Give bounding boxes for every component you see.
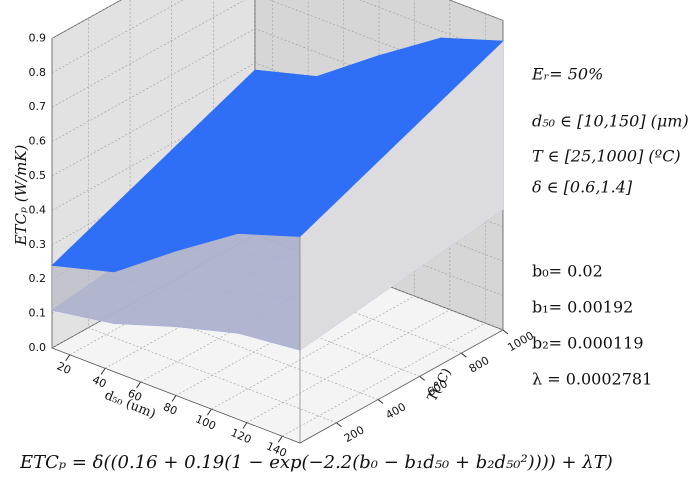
grid-line bbox=[51, 0, 504, 39]
front-curtain bbox=[114, 251, 176, 327]
x-tick-label: 120 bbox=[229, 426, 253, 446]
x-tick-label: 40 bbox=[90, 373, 108, 391]
x-tick bbox=[277, 435, 283, 443]
x-tick bbox=[100, 368, 106, 375]
z-tick-label: 0.4 bbox=[29, 203, 47, 216]
surface-cell bbox=[237, 184, 352, 237]
grid-line bbox=[211, 0, 415, 410]
z-tick-label: 0.6 bbox=[29, 135, 47, 148]
y-tick-label: 200 bbox=[342, 423, 367, 445]
z-tick-label: 0.9 bbox=[29, 31, 47, 44]
x-tick bbox=[136, 381, 141, 389]
z-tick-label: 0.1 bbox=[29, 307, 47, 320]
front-curtain bbox=[238, 233, 300, 351]
y-tick-label: 800 bbox=[467, 354, 492, 376]
z-tick-label: 0.8 bbox=[29, 66, 47, 79]
grid-line bbox=[88, 18, 337, 423]
annotation: b₁= 0.00192 bbox=[532, 298, 633, 317]
annotation: b₀= 0.02 bbox=[532, 262, 603, 281]
annotation: δ ∈ [0.6,1.4] bbox=[532, 178, 633, 197]
grid-line bbox=[51, 0, 504, 74]
z-axis-title: ETCₚ (W/mK) bbox=[12, 144, 30, 246]
front-curtain bbox=[52, 265, 114, 324]
x-tick-label: 100 bbox=[193, 412, 217, 432]
z-tick-label: 0.3 bbox=[29, 238, 47, 251]
x-tick-label: 60 bbox=[126, 387, 144, 405]
front-curtain bbox=[176, 233, 238, 334]
formula: ETCₚ = δ((0.16 + 0.19(1 − exp(−2.2(b₀ − … bbox=[19, 452, 613, 473]
y-tick bbox=[377, 399, 384, 404]
y-tick bbox=[502, 329, 509, 335]
x-tick-label: 80 bbox=[161, 400, 179, 418]
z-tick-label: 0.5 bbox=[29, 169, 47, 182]
y-tick-label: 400 bbox=[383, 400, 408, 422]
annotation: T ∈ [25,1000] (ºC) bbox=[532, 147, 681, 166]
z-tick-label: 0.2 bbox=[29, 272, 47, 285]
z-tick-label: 0.7 bbox=[29, 100, 47, 113]
x-tick bbox=[242, 422, 248, 429]
y-tick bbox=[336, 422, 342, 428]
y-tick bbox=[419, 375, 426, 381]
grid-line bbox=[282, 13, 486, 437]
annotation: λ = 0.0002781 bbox=[532, 370, 652, 389]
z-tick-label: 0.0 bbox=[29, 341, 47, 354]
annotation: b₂= 0.000119 bbox=[532, 334, 644, 353]
annotation: Eᵣ= 50% bbox=[531, 65, 603, 84]
x-tick bbox=[171, 395, 177, 402]
x-tick bbox=[65, 354, 71, 362]
x-tick bbox=[207, 408, 212, 416]
y-tick bbox=[461, 352, 467, 358]
annotation: d₅₀ ∈ [10,150] (μm) bbox=[532, 112, 689, 131]
x-tick-label: 20 bbox=[55, 360, 73, 378]
